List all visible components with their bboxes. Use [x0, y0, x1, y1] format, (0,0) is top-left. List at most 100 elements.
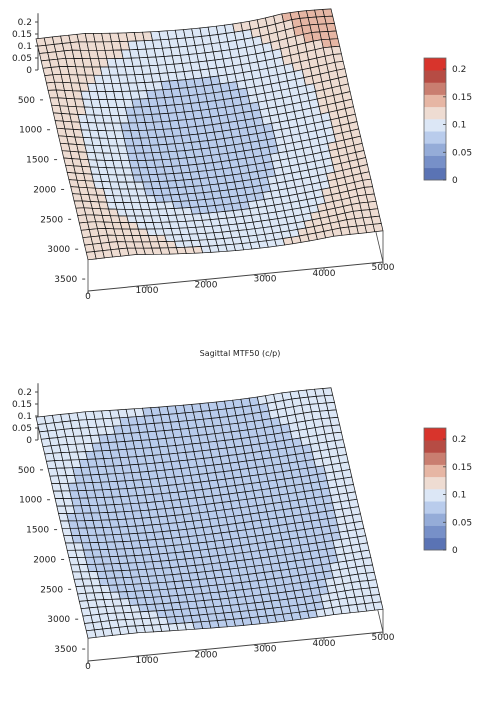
colorbar: 0 0.05 0.1 0.15 0.2	[423, 57, 472, 186]
y-tick-label: 2000	[33, 555, 56, 565]
surface-cell	[331, 424, 342, 434]
colorbar-tick-label: 0	[452, 546, 458, 556]
y-tick-label: 2500	[40, 585, 63, 595]
colorbar-band	[424, 452, 446, 465]
colorbar-frame	[423, 427, 447, 551]
surface-cell	[363, 564, 375, 574]
colorbar-band	[424, 537, 446, 551]
colorbar-tick-label: 0.05	[452, 148, 472, 158]
colorbar-band	[424, 131, 446, 144]
surface-cell	[372, 223, 384, 233]
colorbar-band	[424, 476, 446, 490]
surface-chart-2: 0 0.05 0.1 0.15 0.2 500 1000 1500 2000 2500 3000 35…	[12, 383, 472, 672]
surface-cell	[369, 208, 380, 218]
surface-mesh	[35, 387, 384, 639]
colorbar-band	[424, 82, 446, 95]
x-tick-label: 2000	[195, 650, 218, 660]
surface-chart-1: 0 0.05 0.1 0.15 0.2 500 1000 1500 2000 2500 3000 35…	[12, 8, 472, 302]
colorbar-band	[424, 489, 446, 502]
surface-cell	[322, 387, 334, 397]
surface-cell	[360, 549, 372, 559]
colorbar-band	[424, 94, 446, 108]
z-tick-label: 0.05	[12, 424, 32, 434]
x-axis-line	[87, 261, 384, 292]
colorbar-tick-label: 0	[452, 176, 458, 186]
y-tick-label: 1000	[19, 496, 42, 506]
colorbar-band	[424, 143, 446, 156]
y-tick-label: 1500	[26, 526, 49, 536]
x-tick-label: 0	[85, 292, 91, 302]
surface-cell	[362, 178, 374, 188]
surface-cell	[329, 38, 341, 48]
y-tick-label: 3000	[47, 245, 70, 255]
surface-cell	[332, 431, 344, 441]
colorbar-tick-label: 0.1	[452, 121, 466, 131]
x-tick-label: 1000	[136, 286, 159, 296]
surface-cell	[362, 557, 374, 567]
x-tick-label: 1000	[136, 656, 159, 666]
surface-cell	[324, 15, 335, 25]
surface-cell	[369, 586, 380, 596]
z-tick-label: 0.05	[12, 54, 32, 64]
surface-cell	[334, 439, 346, 449]
surface-cell	[325, 23, 337, 32]
y-tick-label: 2000	[33, 185, 56, 195]
surface-cell	[322, 8, 334, 17]
colorbar-band	[424, 501, 446, 514]
surface-cell	[365, 572, 377, 581]
y-tick-label: 500	[18, 96, 35, 106]
z-tick-label: 0.15	[12, 30, 32, 40]
z-tick-label: 0.15	[12, 400, 32, 410]
x-tick-label: 4000	[313, 639, 336, 649]
colorbar-band	[424, 119, 446, 132]
colorbar-tick-label: 0.05	[452, 518, 472, 528]
z-tick-label: 0.2	[18, 18, 32, 28]
colorbar: 0 0.05 0.1 0.15 0.2	[423, 427, 472, 556]
colorbar-band	[424, 440, 446, 453]
colorbar-band	[424, 464, 446, 478]
colorbar-band	[424, 106, 446, 120]
x-tick-label: 3000	[254, 275, 277, 285]
x-tick-label: 5000	[372, 263, 395, 273]
colorbar-frame	[423, 57, 447, 181]
surface-cell	[332, 53, 344, 63]
y-tick-label: 3500	[54, 645, 77, 655]
surface-cell	[327, 30, 339, 40]
colorbar-band	[424, 70, 446, 83]
surface-cell	[365, 193, 377, 203]
y-tick-label: 1000	[19, 126, 42, 136]
y-tick-label: 2500	[40, 215, 63, 225]
colorbar-tick-label: 0.1	[452, 491, 466, 501]
middle-title: Sagittal MTF50 (c/p)	[199, 349, 281, 358]
colorbar-band	[424, 513, 446, 526]
colorbar-tick-label: 0.2	[452, 65, 466, 75]
z-tick-label: 0.1	[18, 412, 32, 422]
surface-cell	[327, 409, 339, 419]
surface-cell	[367, 200, 379, 210]
surface-mesh	[35, 8, 384, 261]
colorbar-band	[424, 155, 446, 169]
z-tick-label: 0.1	[18, 42, 32, 52]
surface-cell	[367, 579, 379, 589]
colorbar-tick-label: 0.2	[452, 435, 466, 445]
z-tick-label: 0	[26, 436, 32, 446]
colorbar-band	[424, 167, 446, 181]
x-tick-label: 3000	[254, 645, 277, 655]
y-tick-label: 500	[18, 466, 35, 476]
surface-cell	[329, 417, 341, 426]
x-tick-label: 2000	[195, 280, 218, 290]
surface-cell	[331, 45, 342, 55]
surface-cell	[363, 186, 375, 196]
surface-cell	[325, 402, 337, 411]
colorbar-tick-label: 0.15	[452, 463, 472, 473]
surface-cell	[370, 215, 382, 225]
surface-cell	[324, 394, 335, 404]
y-tick-label: 3000	[47, 615, 70, 625]
y-tick-label: 1500	[26, 156, 49, 166]
z-tick-label: 0	[26, 66, 32, 76]
x-axis-line	[87, 631, 384, 662]
y-tick-label: 3500	[54, 275, 77, 285]
surface-cell	[370, 594, 382, 604]
x-tick-label: 4000	[313, 269, 336, 279]
x-tick-label: 5000	[372, 633, 395, 643]
